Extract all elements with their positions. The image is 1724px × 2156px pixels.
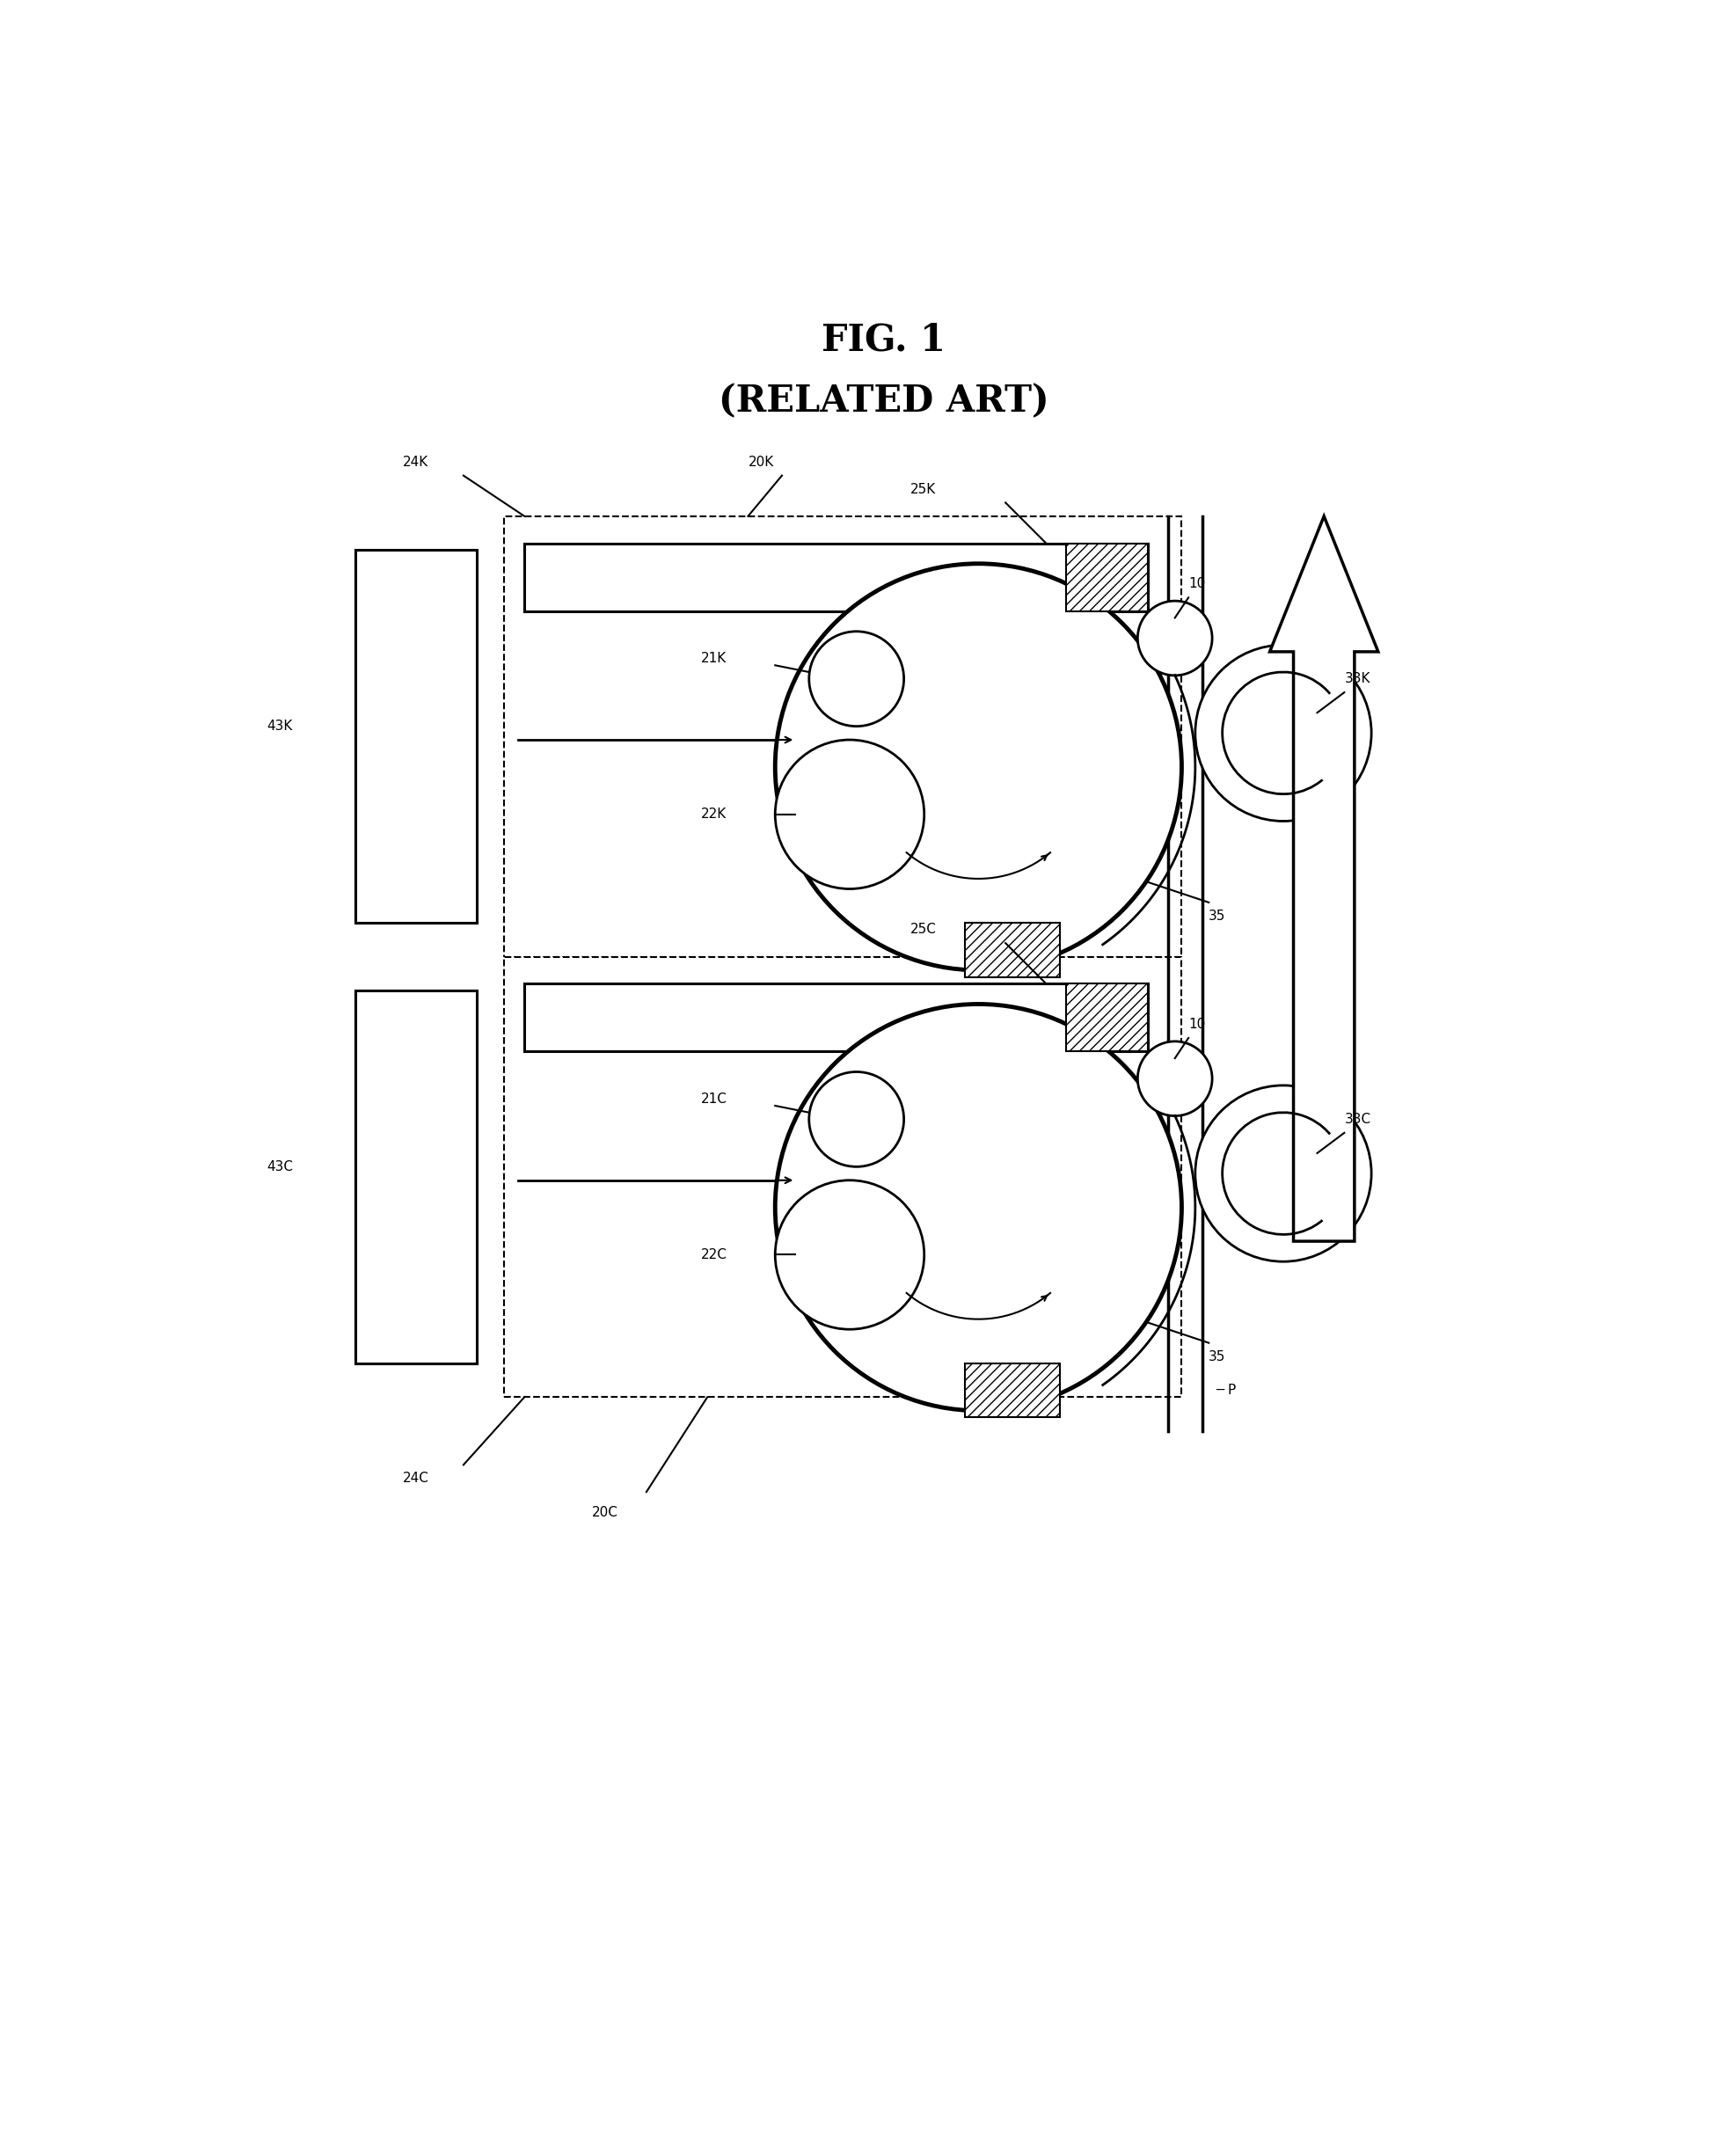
- Bar: [524, 543, 1148, 610]
- Bar: [1067, 543, 1148, 610]
- Text: 22K: 22K: [700, 808, 726, 821]
- Circle shape: [776, 1179, 924, 1330]
- Text: 20C: 20C: [593, 1505, 619, 1518]
- Text: 24K: 24K: [402, 455, 428, 468]
- Text: 25C: 25C: [910, 923, 936, 936]
- Circle shape: [1195, 1084, 1371, 1261]
- Circle shape: [809, 632, 903, 727]
- Text: 35: 35: [1209, 1350, 1226, 1363]
- Text: 10: 10: [1188, 1018, 1205, 1031]
- Bar: [965, 923, 1060, 977]
- Text: 24C: 24C: [402, 1473, 429, 1485]
- Circle shape: [1138, 602, 1212, 675]
- Circle shape: [1195, 645, 1371, 821]
- Bar: [355, 990, 478, 1363]
- Bar: [503, 957, 1181, 1397]
- Bar: [355, 550, 478, 923]
- Text: (RELATED ART): (RELATED ART): [719, 382, 1048, 420]
- Text: 43C: 43C: [267, 1160, 293, 1173]
- Text: 22C: 22C: [700, 1248, 728, 1261]
- Text: 25K: 25K: [910, 483, 936, 496]
- Text: 35: 35: [1209, 910, 1226, 923]
- Circle shape: [776, 563, 1181, 970]
- Text: 21C: 21C: [700, 1093, 728, 1106]
- Circle shape: [1138, 1041, 1212, 1117]
- Circle shape: [776, 740, 924, 888]
- Text: 33C: 33C: [1345, 1112, 1371, 1125]
- Bar: [965, 1363, 1060, 1416]
- Bar: [503, 515, 1181, 957]
- Bar: [1067, 983, 1148, 1052]
- Text: FIG. 1: FIG. 1: [822, 321, 945, 358]
- Polygon shape: [1271, 515, 1377, 1242]
- Text: 43K: 43K: [267, 720, 293, 733]
- Text: 20K: 20K: [748, 455, 774, 468]
- Text: ─ P: ─ P: [1215, 1384, 1236, 1397]
- Circle shape: [776, 1005, 1181, 1410]
- Bar: [524, 983, 1148, 1052]
- Text: 21K: 21K: [700, 651, 726, 664]
- Circle shape: [809, 1072, 903, 1166]
- Text: 10: 10: [1188, 578, 1205, 591]
- Text: 33K: 33K: [1345, 673, 1371, 686]
